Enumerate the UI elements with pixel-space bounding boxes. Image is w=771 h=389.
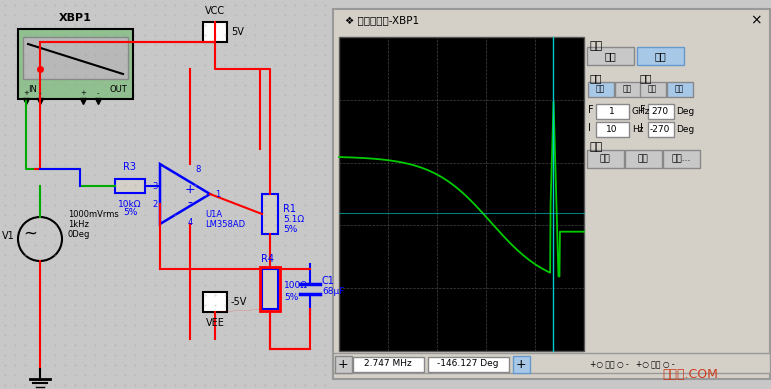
Text: +: +	[185, 182, 195, 196]
Text: VCC: VCC	[205, 6, 225, 16]
Text: 4: 4	[187, 217, 193, 226]
FancyBboxPatch shape	[333, 9, 770, 31]
Text: I: I	[640, 123, 643, 133]
Text: 1000mVrms: 1000mVrms	[68, 210, 119, 219]
Text: F: F	[588, 105, 594, 115]
Text: 模式: 模式	[590, 41, 603, 51]
FancyBboxPatch shape	[639, 82, 665, 96]
Text: R1: R1	[283, 204, 296, 214]
FancyBboxPatch shape	[18, 29, 133, 99]
Text: 垂直: 垂直	[640, 73, 652, 83]
Text: OUT: OUT	[109, 84, 127, 93]
Text: 0Deg: 0Deg	[68, 230, 90, 238]
Text: 幅度: 幅度	[604, 51, 616, 61]
FancyBboxPatch shape	[588, 82, 614, 96]
Text: 线性: 线性	[622, 84, 631, 93]
Text: 5V: 5V	[231, 27, 244, 37]
Text: Deg: Deg	[676, 124, 694, 133]
Text: Deg: Deg	[676, 107, 694, 116]
Text: 1: 1	[609, 107, 615, 116]
FancyBboxPatch shape	[23, 37, 128, 79]
Text: V1: V1	[2, 231, 15, 241]
Text: LM358AD: LM358AD	[205, 219, 245, 228]
Text: F: F	[640, 105, 645, 115]
Text: -: -	[187, 197, 193, 211]
Text: R3: R3	[123, 162, 136, 172]
Text: 10kΩ: 10kΩ	[118, 200, 142, 209]
Text: -: -	[39, 90, 42, 96]
Text: 2.747 MHz: 2.747 MHz	[364, 359, 412, 368]
Bar	[262, 194, 278, 234]
Text: 2: 2	[153, 200, 157, 209]
FancyBboxPatch shape	[625, 150, 662, 168]
FancyBboxPatch shape	[666, 82, 692, 96]
Text: XBP1: XBP1	[59, 13, 92, 23]
Text: 水平: 水平	[590, 73, 602, 83]
FancyBboxPatch shape	[663, 150, 700, 168]
FancyBboxPatch shape	[595, 103, 628, 119]
Text: +: +	[516, 357, 527, 370]
Text: +○ 输入 ○ -   +○ 输出 ○ -: +○ 输入 ○ - +○ 输出 ○ -	[590, 359, 675, 368]
Text: 反向: 反向	[600, 154, 611, 163]
FancyBboxPatch shape	[333, 9, 770, 379]
Text: -5V: -5V	[231, 297, 247, 307]
Text: 对数: 对数	[648, 84, 657, 93]
Text: 10: 10	[606, 124, 618, 133]
Text: 线性: 线性	[675, 84, 684, 93]
FancyBboxPatch shape	[648, 103, 674, 119]
Text: -: -	[96, 90, 99, 96]
Text: 对数: 对数	[595, 84, 604, 93]
FancyBboxPatch shape	[333, 353, 770, 373]
FancyBboxPatch shape	[587, 47, 634, 65]
Text: 相位: 相位	[654, 51, 666, 61]
Text: 68μF: 68μF	[322, 287, 345, 296]
FancyBboxPatch shape	[427, 356, 509, 371]
Text: -270: -270	[650, 124, 670, 133]
Bar	[203, 22, 227, 42]
Text: +: +	[23, 90, 29, 96]
Text: 保存: 保存	[638, 154, 648, 163]
Text: ❖ 波特图示仪-XBP1: ❖ 波特图示仪-XBP1	[345, 15, 419, 25]
Text: 1kHz: 1kHz	[68, 219, 89, 228]
Text: 设置...: 设置...	[672, 154, 691, 163]
Text: Hz: Hz	[632, 124, 644, 133]
Text: IN: IN	[29, 84, 38, 93]
Text: 接线图.COM: 接线图.COM	[662, 368, 718, 380]
Bar	[339, 37, 584, 351]
Text: 5.1Ω: 5.1Ω	[283, 214, 304, 224]
Text: 270: 270	[651, 107, 668, 116]
Text: 5%: 5%	[284, 293, 298, 301]
Text: 1: 1	[215, 189, 221, 198]
Text: ×: ×	[750, 13, 762, 27]
Text: 100Ω: 100Ω	[284, 282, 308, 291]
FancyBboxPatch shape	[587, 150, 624, 168]
Text: GHz: GHz	[632, 107, 651, 116]
Bar	[203, 292, 227, 312]
FancyBboxPatch shape	[595, 121, 628, 137]
Text: 3: 3	[153, 182, 158, 191]
Text: -146.127 Deg: -146.127 Deg	[437, 359, 499, 368]
Bar	[115, 179, 145, 193]
Text: I: I	[588, 123, 591, 133]
Text: ~: ~	[23, 225, 37, 243]
Text: C1: C1	[322, 276, 335, 286]
Text: U1A: U1A	[205, 210, 222, 219]
FancyBboxPatch shape	[648, 121, 674, 137]
Text: 8: 8	[195, 165, 200, 173]
Text: 5%: 5%	[283, 224, 298, 233]
Text: 控制: 控制	[590, 142, 603, 152]
FancyBboxPatch shape	[352, 356, 423, 371]
FancyBboxPatch shape	[637, 47, 684, 65]
Text: R4: R4	[261, 254, 274, 264]
Text: +: +	[338, 357, 348, 370]
Text: +: +	[80, 90, 86, 96]
FancyBboxPatch shape	[614, 82, 641, 96]
Text: VEE: VEE	[206, 318, 224, 328]
Text: 5%: 5%	[123, 208, 137, 217]
FancyBboxPatch shape	[513, 356, 530, 373]
Bar	[262, 269, 278, 309]
FancyBboxPatch shape	[335, 356, 352, 373]
Bar	[260, 267, 280, 311]
